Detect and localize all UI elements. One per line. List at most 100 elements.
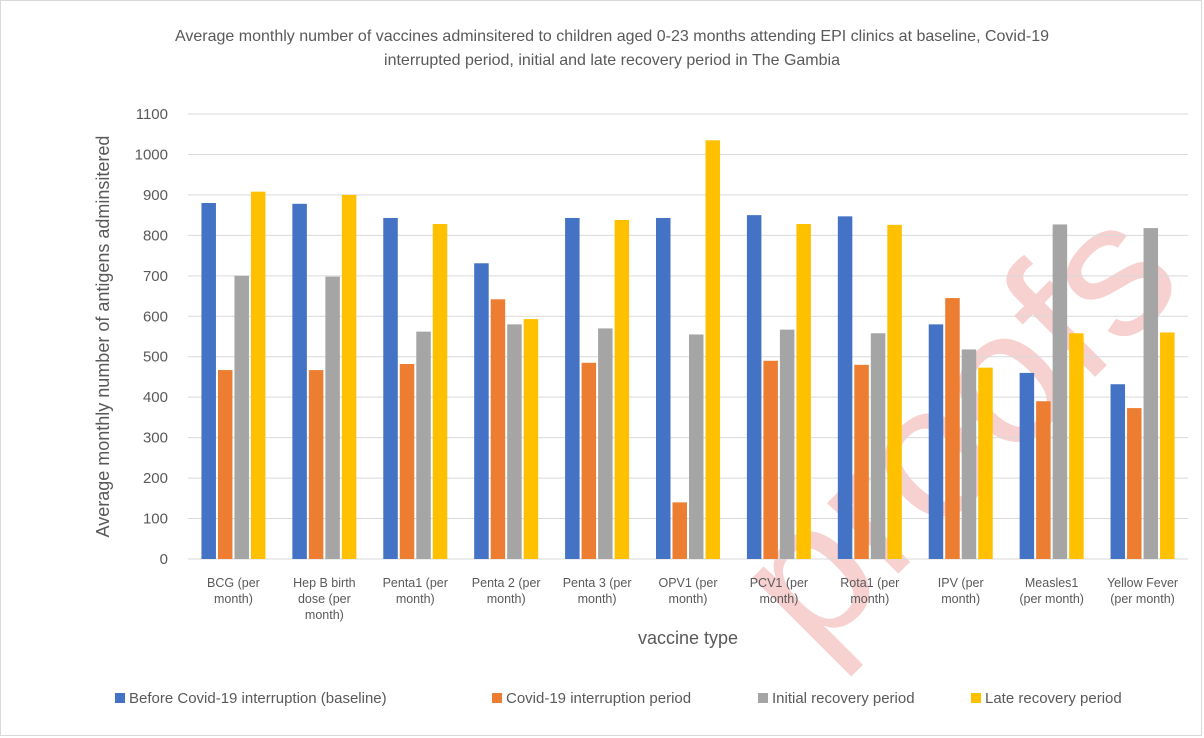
x-tick-label-line: OPV1 (per — [658, 576, 717, 590]
x-tick-label-line: PCV1 (per — [750, 576, 808, 590]
bar — [341, 194, 357, 559]
legend-label: Late recovery period — [985, 690, 1122, 707]
x-tick-label: IPV (per month) — [938, 576, 984, 606]
bar — [292, 203, 307, 560]
x-tick-label: Measles1 (per month) — [1019, 576, 1084, 606]
x-tick-label: OPV1 (per month) — [658, 576, 717, 606]
y-tick-label: 200 — [143, 470, 168, 487]
bar — [474, 263, 489, 559]
bar — [250, 191, 266, 559]
bar — [507, 324, 522, 559]
bar — [796, 224, 811, 559]
x-tick-label-line: (per month) — [1110, 592, 1175, 606]
x-tick-label-line: month) — [850, 592, 889, 606]
bar — [1052, 224, 1068, 559]
bar — [945, 298, 960, 559]
bar — [432, 224, 448, 559]
bar — [201, 203, 216, 559]
x-tick-label-line: dose (per — [298, 592, 351, 606]
x-tick-label-line: month) — [669, 592, 708, 606]
bar — [961, 349, 977, 559]
bar — [870, 333, 886, 559]
chart-title-line: Average monthly number of vaccines admin… — [175, 28, 1049, 45]
bar — [705, 140, 720, 559]
x-tick-label-line: month) — [214, 592, 253, 606]
y-axis-title: Average monthly number of antigens admin… — [93, 136, 113, 538]
chart-title-line: interrupted period, initial and late rec… — [384, 52, 840, 69]
x-tick-label-line: Measles1 — [1025, 576, 1079, 590]
y-tick-label: 500 — [143, 349, 168, 366]
x-tick-label-line: month) — [941, 592, 980, 606]
y-tick-label: 900 — [143, 187, 168, 204]
x-tick-label-line: Rota1 (per — [840, 576, 899, 590]
x-tick-label: Hep B birth dose (per month) — [293, 576, 356, 622]
bar — [416, 331, 431, 559]
bar — [746, 215, 762, 560]
legend-swatch — [492, 693, 502, 703]
bar — [1143, 228, 1159, 559]
bar — [672, 502, 687, 559]
bar — [978, 367, 993, 559]
chart-title: Average monthly number of vaccines admin… — [175, 28, 1049, 69]
bar — [928, 324, 944, 559]
x-tick-label-line: month) — [578, 592, 617, 606]
x-tick-label-line: BCG (per — [207, 576, 260, 590]
bar — [614, 219, 630, 559]
y-tick-label: 1000 — [135, 146, 168, 163]
legend-label: Covid-19 interruption period — [506, 690, 691, 707]
bar — [1036, 401, 1051, 559]
y-tick-label: 400 — [143, 389, 168, 406]
y-tick-label: 300 — [143, 430, 168, 447]
bar — [763, 360, 778, 559]
bar — [308, 370, 324, 559]
bar — [399, 364, 415, 559]
x-tick-label: PCV1 (per month) — [750, 576, 808, 606]
x-axis-title: vaccine type — [638, 628, 738, 648]
x-tick-label: Penta 3 (per month) — [563, 576, 632, 606]
x-tick-label-line: Penta 3 (per — [563, 576, 632, 590]
x-tick-label: Penta 2 (per month) — [472, 576, 541, 606]
y-tick-label: 700 — [143, 268, 168, 285]
bar — [1160, 332, 1175, 559]
bar — [217, 370, 233, 559]
x-tick-label-line: month) — [396, 592, 435, 606]
legend-swatch — [971, 693, 981, 703]
bar — [234, 275, 249, 559]
bar — [837, 216, 853, 559]
bar — [523, 319, 539, 559]
x-tick-label-line: IPV (per — [938, 576, 984, 590]
x-tick-label-line: Hep B birth — [293, 576, 356, 590]
bar — [383, 217, 398, 559]
x-tick-label: Yellow Fever (per month) — [1107, 576, 1178, 606]
legend-label: Initial recovery period — [772, 690, 915, 707]
bar — [1127, 408, 1142, 559]
legend: Before Covid-19 interruption (baseline) C… — [115, 690, 1122, 707]
bar — [1019, 372, 1035, 559]
y-tick-label: 600 — [143, 308, 168, 325]
bar — [598, 328, 613, 559]
bars — [201, 140, 1175, 560]
y-tick-label: 800 — [143, 227, 168, 244]
bar — [689, 334, 704, 559]
x-tick-label-line: Yellow Fever — [1107, 576, 1178, 590]
bar — [779, 329, 795, 559]
x-tick-labels: BCG (per month) Hep B birth dose (per month)… — [207, 576, 1178, 622]
x-tick-label-line: month) — [487, 592, 526, 606]
y-tick-labels: 0 100 200 300 400 500 600 700 800 900 1000 1100 — [135, 106, 168, 568]
bar — [325, 276, 340, 559]
bar — [581, 362, 597, 559]
bar — [490, 299, 506, 559]
x-tick-label-line: month) — [305, 608, 344, 622]
x-tick-label: Penta1 (per month) — [383, 576, 448, 606]
x-tick-label-line: (per month) — [1019, 592, 1084, 606]
y-tick-label: 1100 — [136, 106, 168, 123]
x-tick-label: Rota1 (per month) — [840, 576, 899, 606]
y-tick-label: 0 — [160, 551, 168, 568]
y-tick-label: 100 — [143, 511, 168, 528]
x-tick-label-line: Penta 2 (per — [472, 576, 541, 590]
bar — [1069, 333, 1084, 559]
bar — [887, 224, 902, 559]
x-tick-label-line: Penta1 (per — [383, 576, 448, 590]
